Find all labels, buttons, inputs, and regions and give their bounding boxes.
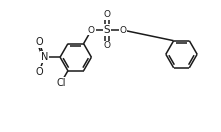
Text: O: O bbox=[35, 37, 43, 48]
Text: O: O bbox=[35, 67, 43, 77]
Text: N: N bbox=[41, 52, 48, 62]
Text: O: O bbox=[104, 10, 110, 19]
Text: Cl: Cl bbox=[56, 78, 66, 88]
Text: S: S bbox=[104, 25, 110, 35]
Text: O: O bbox=[88, 26, 95, 35]
Text: O: O bbox=[119, 26, 126, 35]
Text: O: O bbox=[104, 41, 110, 50]
